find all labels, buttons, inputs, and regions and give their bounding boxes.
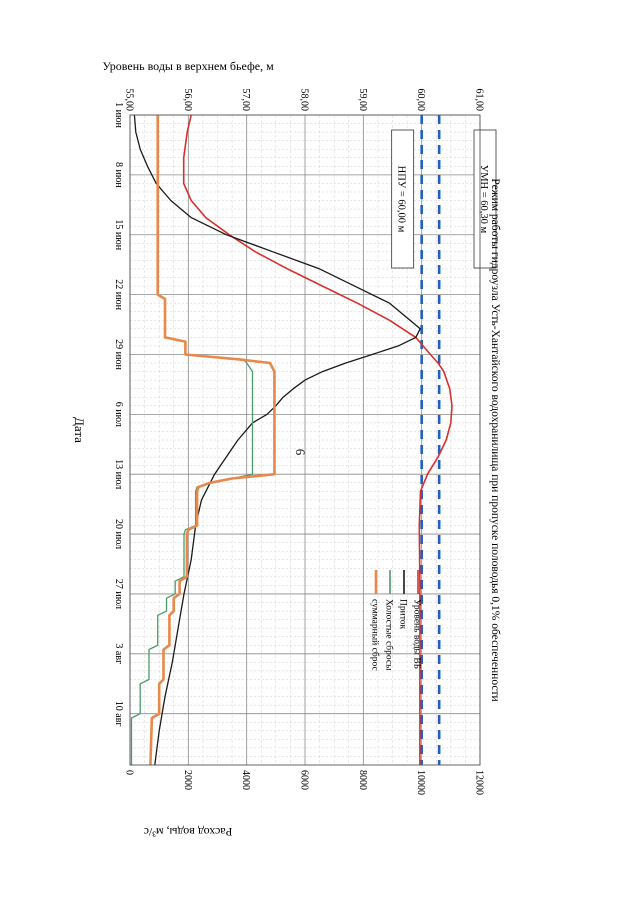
legend-label: суммарный сброс	[370, 599, 381, 671]
series-inflow-line	[133, 114, 421, 766]
y-right-tick-label: 0	[124, 770, 135, 775]
y-right-tick-label: 12000	[474, 770, 485, 795]
x-tick-label: 6 июл	[113, 402, 124, 427]
y-left-tick-label: 61,00	[474, 89, 485, 112]
reference-label-npu: НПУ = 60,00 м	[391, 129, 415, 269]
x-tick-label: 1 июн	[113, 102, 124, 128]
series-level-line	[182, 114, 453, 765]
chart-title: Режим работы гидроузла Усть-Хантайского …	[489, 178, 501, 701]
y-left-tick-label: 59,00	[357, 89, 368, 112]
chart-labels: Режим работы гидроузла Усть-Хантайского …	[72, 59, 501, 839]
x-tick-label: 13 июл	[113, 459, 124, 489]
legend-label: Приток	[398, 599, 408, 629]
y-right-tick-label: 4000	[240, 770, 251, 790]
x-axis-label: Дата	[72, 417, 87, 443]
reference-lines: УМН = 60,30 м НПУ = 60,00 м	[391, 115, 497, 765]
x-tick-label: 20 июл	[113, 519, 124, 549]
reference-label-umn: УМН = 60,30 м	[473, 129, 497, 269]
y-left-tick-label: 60,00	[415, 89, 426, 112]
x-tick-label: 8 июн	[113, 162, 124, 188]
x-tick-label: 27 июл	[113, 579, 124, 609]
x-tick-label: 3 авг	[113, 643, 124, 664]
y-right-tick-label: 2000	[182, 770, 193, 790]
y-left-tick-label: 58,00	[299, 89, 310, 112]
y-right-tick-label: 10000	[415, 770, 426, 795]
x-tick-label: 22 июн	[113, 279, 124, 310]
reference-label-text: НПУ = 60,00 м	[396, 166, 407, 233]
x-tick-label: 10 авг	[113, 701, 124, 727]
y-right-tick-label: 8000	[357, 770, 368, 790]
x-tick-label: 29 июн	[113, 339, 124, 370]
legend-label: Холостые сбросы	[384, 599, 395, 671]
x-tick-label: 15 июн	[113, 219, 124, 250]
y-left-axis-label: Уровень воды в верхнем бьефе, м	[102, 59, 274, 73]
legend-label: Уровень воды ВБ	[412, 599, 422, 669]
y-right-tick-label: 6000	[299, 770, 310, 790]
series-idle-discharge-line	[130, 359, 254, 765]
series-lines	[130, 114, 453, 766]
reference-label-box	[391, 129, 415, 269]
reference-label-box	[473, 129, 497, 269]
chart-axes: 1 июн 8 июн 15 июн 22 июн 29 июн 6 июл 13 июл 2…	[113, 89, 485, 796]
reference-label-text: УМН = 60,30 м	[478, 165, 489, 234]
series-total-discharge-line	[149, 115, 276, 766]
page-number: 6	[293, 448, 308, 456]
chart-grid	[129, 114, 481, 766]
plot-frame	[129, 114, 481, 766]
y-right-axis-label: Расход воды, м³/с	[144, 825, 233, 839]
y-left-tick-label: 56,00	[182, 89, 193, 112]
y-left-tick-label: 57,00	[240, 89, 251, 112]
y-left-tick-label: 55,00	[124, 89, 135, 112]
